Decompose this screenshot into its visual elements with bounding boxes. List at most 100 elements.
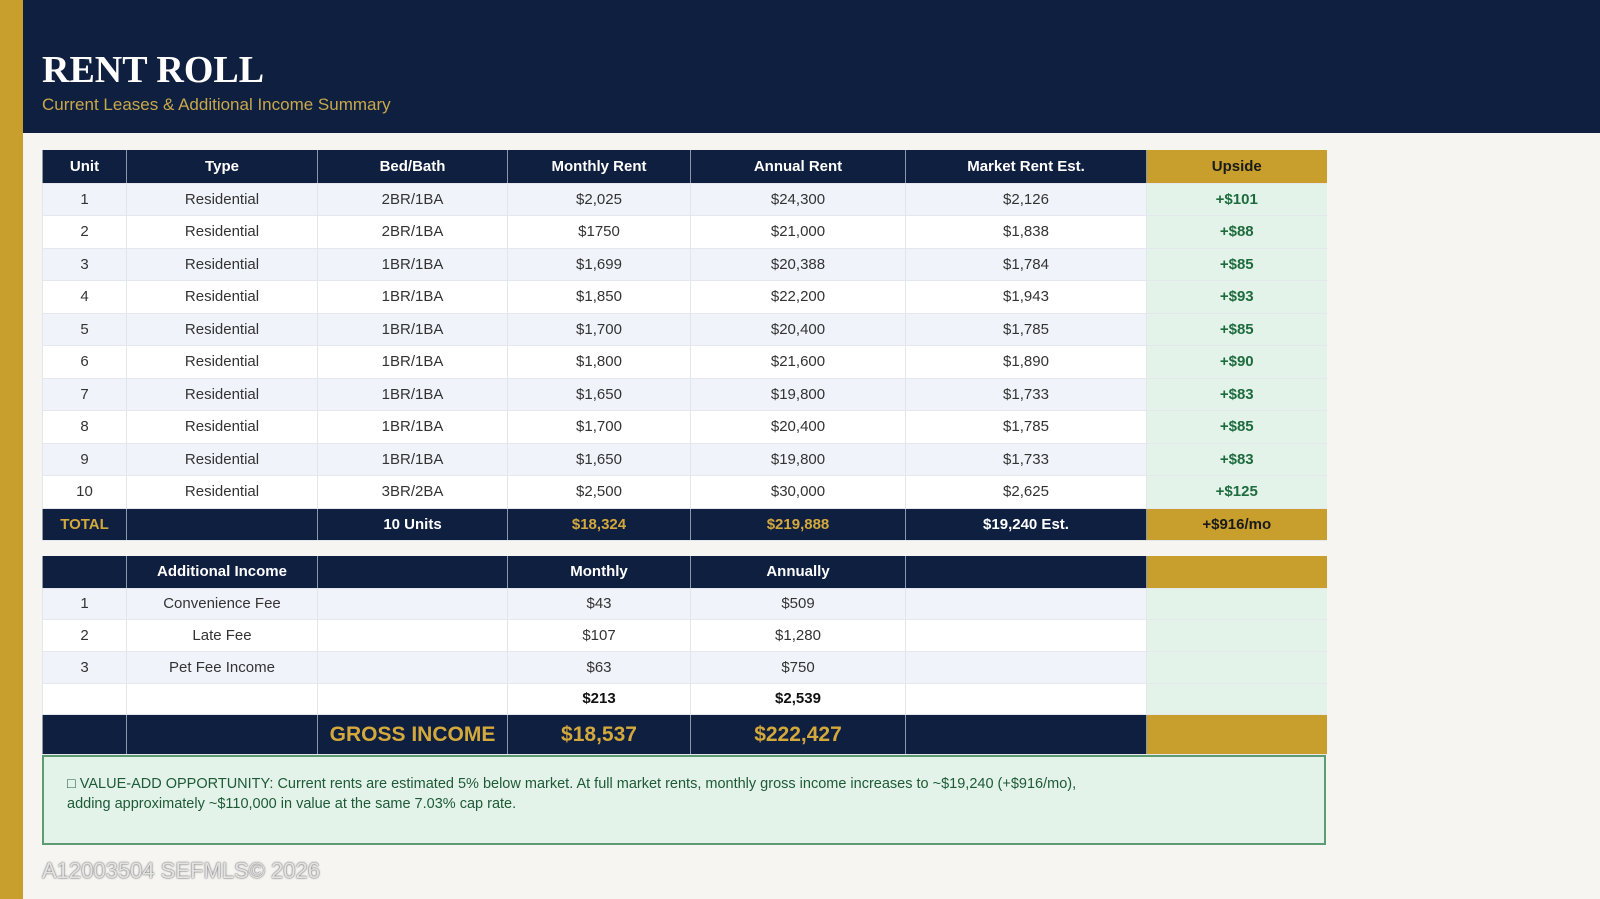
index-cell: 1: [42, 588, 127, 621]
annual-rent-cell: $24,300: [690, 183, 906, 216]
blank-cell: [1146, 619, 1327, 652]
bed-bath-cell: 1BR/1BA: [317, 410, 508, 444]
type-cell: Residential: [126, 215, 318, 249]
index-cell: 3: [42, 651, 127, 684]
table-row: 7 Residential 1BR/1BA $1,650 $19,800 $1,733 +$…: [42, 378, 1327, 411]
blank-cell: [905, 714, 1147, 756]
bed-bath-cell: 3BR/2BA: [317, 475, 508, 509]
index-cell: 2: [42, 619, 127, 652]
income-name-cell: Convenience Fee: [126, 588, 318, 621]
monthly-cell: $43: [507, 588, 691, 621]
monthly-cell: $107: [507, 619, 691, 652]
blank-cell: [317, 588, 508, 621]
annual-rent-cell: $20,388: [690, 248, 906, 281]
table-header-row: Additional Income Monthly Annually: [42, 556, 1327, 589]
monthly-rent-cell: $1,650: [507, 378, 691, 411]
unit-cell: 2: [42, 215, 127, 249]
header-blank: [42, 556, 127, 589]
blank-cell: [1146, 683, 1327, 716]
col-upside: Upside: [1146, 150, 1327, 184]
total-annual: $219,888: [690, 508, 906, 541]
col-monthly-rent: Monthly Rent: [507, 150, 691, 184]
upside-cell: +$85: [1146, 313, 1327, 346]
monthly-rent-cell: $2,025: [507, 183, 691, 216]
market-rent-cell: $1,785: [905, 410, 1147, 444]
blank-cell: [126, 683, 318, 716]
gold-accent-bar: [0, 0, 23, 899]
subtotal-row: $213 $2,539: [42, 683, 1327, 716]
market-rent-cell: $2,126: [905, 183, 1147, 216]
monthly-cell: $63: [507, 651, 691, 684]
table-header-row: Unit Type Bed/Bath Monthly Rent Annual R…: [42, 150, 1327, 184]
monthly-rent-cell: $1,700: [507, 410, 691, 444]
bed-bath-cell: 1BR/1BA: [317, 313, 508, 346]
bed-bath-cell: 1BR/1BA: [317, 443, 508, 476]
col-unit: Unit: [42, 150, 127, 184]
total-units: 10 Units: [317, 508, 508, 541]
unit-cell: 7: [42, 378, 127, 411]
note-line-2: adding approximately ~$110,000 in value …: [67, 796, 517, 812]
upside-cell: +$101: [1146, 183, 1327, 216]
blank-cell: [126, 714, 318, 756]
blank-cell: [905, 588, 1147, 621]
type-cell: Residential: [126, 378, 318, 411]
blank-cell: [42, 714, 127, 756]
type-cell: Residential: [126, 280, 318, 314]
header-blank: [317, 556, 508, 589]
monthly-rent-cell: $1,700: [507, 313, 691, 346]
total-row: TOTAL 10 Units $18,324 $219,888 $19,240 Est.…: [42, 508, 1327, 541]
market-rent-cell: $1,890: [905, 345, 1147, 379]
upside-cell: +$90: [1146, 345, 1327, 379]
gross-monthly: $18,537: [507, 714, 691, 756]
type-cell: Residential: [126, 313, 318, 346]
blank-cell: [905, 683, 1147, 716]
market-rent-cell: $1,838: [905, 215, 1147, 249]
header-blank: [905, 556, 1147, 589]
bed-bath-cell: 1BR/1BA: [317, 280, 508, 314]
market-rent-cell: $1,784: [905, 248, 1147, 281]
table-row: 3 Residential 1BR/1BA $1,699 $20,388 $1,784 +$…: [42, 248, 1327, 281]
gross-income-row: GROSS INCOME $18,537 $222,427: [42, 714, 1327, 756]
income-row: 1 Convenience Fee $43 $509: [42, 588, 1327, 621]
unit-cell: 1: [42, 183, 127, 216]
type-cell: Residential: [126, 443, 318, 476]
upside-cell: +$125: [1146, 475, 1327, 509]
market-rent-cell: $1,733: [905, 378, 1147, 411]
income-name-cell: Late Fee: [126, 619, 318, 652]
bed-bath-cell: 1BR/1BA: [317, 248, 508, 281]
type-cell: Residential: [126, 410, 318, 444]
table-row: 5 Residential 1BR/1BA $1,700 $20,400 $1,785 +$…: [42, 313, 1327, 346]
bed-bath-cell: 2BR/1BA: [317, 215, 508, 249]
bed-bath-cell: 1BR/1BA: [317, 345, 508, 379]
income-name-cell: Pet Fee Income: [126, 651, 318, 684]
header-banner: [23, 0, 1600, 133]
annual-rent-cell: $20,400: [690, 313, 906, 346]
upside-cell: +$93: [1146, 280, 1327, 314]
type-cell: Residential: [126, 248, 318, 281]
income-row: 3 Pet Fee Income $63 $750: [42, 651, 1327, 684]
annual-rent-cell: $20,400: [690, 410, 906, 444]
market-rent-cell: $1,785: [905, 313, 1147, 346]
header-blank: [1146, 556, 1327, 589]
subtotal-annually: $2,539: [690, 683, 906, 716]
table-row: 10 Residential 3BR/2BA $2,500 $30,000 $2,625 +…: [42, 475, 1327, 509]
col-market-rent: Market Rent Est.: [905, 150, 1147, 184]
page-subtitle: Current Leases & Additional Income Summa…: [42, 95, 391, 114]
type-cell: Residential: [126, 475, 318, 509]
blank-cell: [317, 619, 508, 652]
monthly-rent-cell: $1,650: [507, 443, 691, 476]
blank-cell: [1146, 714, 1327, 756]
monthly-rent-cell: $1750: [507, 215, 691, 249]
unit-cell: 10: [42, 475, 127, 509]
unit-cell: 8: [42, 410, 127, 444]
blank-cell: [905, 619, 1147, 652]
annual-rent-cell: $30,000: [690, 475, 906, 509]
blank-cell: [905, 651, 1147, 684]
monthly-rent-cell: $2,500: [507, 475, 691, 509]
col-type: Type: [126, 150, 318, 184]
col-monthly: Monthly: [507, 556, 691, 589]
mls-watermark: A12003504 SEFMLS© 2026: [42, 858, 320, 883]
annual-rent-cell: $21,000: [690, 215, 906, 249]
income-row: 2 Late Fee $107 $1,280: [42, 619, 1327, 652]
upside-cell: +$83: [1146, 378, 1327, 411]
